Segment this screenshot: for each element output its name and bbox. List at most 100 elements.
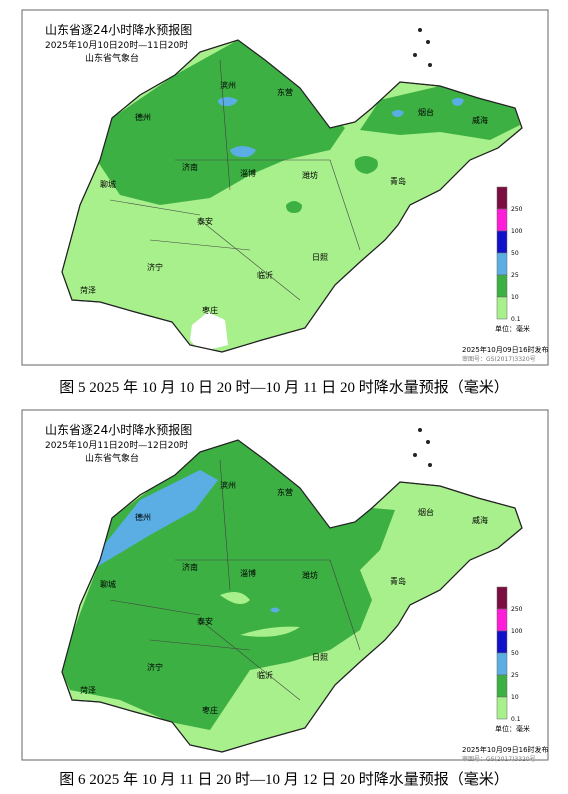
- city-label: 烟台: [418, 507, 434, 517]
- city-label: 东营: [277, 87, 293, 97]
- boundary: [109, 199, 201, 216]
- boundary: [199, 219, 301, 301]
- legend-swatch: [496, 296, 508, 320]
- boundary: [109, 599, 201, 616]
- boundary: [219, 59, 231, 191]
- rain-area: [270, 607, 280, 613]
- map: [61, 428, 523, 753]
- city-label: 枣庄: [202, 305, 218, 315]
- city-label: 德州: [135, 112, 151, 122]
- city-label: 淄博: [240, 168, 256, 178]
- city-label: 潍坊: [302, 170, 318, 180]
- rain-area: [240, 626, 300, 637]
- city-label: 日照: [312, 253, 328, 262]
- boundary: [329, 559, 361, 651]
- legend-swatch: [496, 230, 508, 254]
- boundary: [219, 459, 231, 591]
- rain-area: [190, 312, 228, 352]
- map-agency: 山东省气象台: [85, 52, 139, 64]
- caption: 图 6 2025 年 10 月 11 日 20 时—10 月 12 日 20 时…: [59, 770, 508, 788]
- city-label: 济南: [182, 162, 198, 172]
- city-label: 临沂: [257, 270, 273, 280]
- caption: 图 5 2025 年 10 月 10 日 20 时—10 月 11 日 20 时…: [59, 378, 508, 396]
- city-label: 枣庄: [202, 705, 218, 715]
- city-label: 德州: [135, 512, 151, 522]
- map-agency: 山东省气象台: [85, 452, 139, 464]
- city-label: 菏泽: [80, 685, 96, 695]
- legend-label: 25: [511, 672, 519, 679]
- legend-unit: 单位：毫米: [495, 724, 530, 733]
- city-label: 滨州: [220, 80, 236, 90]
- map-period: 2025年10月11日20时—12日20时: [45, 439, 188, 451]
- city-label: 淄博: [240, 568, 256, 578]
- legend-label: 250: [511, 206, 523, 213]
- legend-unit: 单位：毫米: [495, 324, 530, 333]
- island: [413, 53, 417, 57]
- city-label: 临沂: [257, 670, 273, 680]
- city-label: 聊城: [100, 180, 116, 189]
- boundary: [149, 639, 251, 651]
- island: [426, 40, 430, 44]
- city-label: 泰安: [197, 216, 213, 226]
- issued: 2025年10月09日16时发布: [462, 345, 549, 354]
- legend-swatch: [496, 608, 508, 632]
- legend-label: 10: [511, 294, 519, 301]
- legend-label: 250: [511, 606, 523, 613]
- rain-area: [354, 156, 378, 174]
- island: [428, 463, 432, 467]
- island: [428, 63, 432, 67]
- boundary: [199, 619, 301, 701]
- city-label: 日照: [312, 653, 328, 662]
- legend-label: 0.1: [511, 716, 521, 723]
- city-label: 东营: [277, 487, 293, 497]
- figure: 山东省逐24小时降水预报图 2025年10月11日20时—12日20时山东省气象台…: [21, 409, 549, 788]
- rain-areas: [62, 440, 395, 730]
- city-label: 济宁: [147, 662, 163, 672]
- legend-swatch: [496, 186, 508, 210]
- city-label: 泰安: [197, 616, 213, 626]
- map-title: 山东省逐24小时降水预报图: [45, 22, 192, 37]
- city-label: 威海: [472, 515, 488, 525]
- map-title: 山东省逐24小时降水预报图: [45, 422, 192, 437]
- map-period: 2025年10月10日20时—11日20时: [45, 39, 188, 51]
- city-label: 济南: [182, 562, 198, 572]
- legend-swatch: [496, 586, 508, 610]
- city-label: 威海: [472, 115, 488, 125]
- legend-label: 100: [511, 628, 523, 635]
- issued: 2025年10月09日16时发布: [462, 745, 549, 754]
- legend-label: 0.1: [511, 316, 521, 323]
- city-label: 烟台: [418, 107, 434, 117]
- city-label: 菏泽: [80, 285, 96, 295]
- rain-area: [220, 591, 250, 604]
- rain-area: [230, 146, 256, 158]
- city-label: 青岛: [390, 176, 406, 186]
- approval: 审图号：GS(2017)3320号: [462, 755, 536, 763]
- legend-label: 50: [511, 650, 519, 657]
- city-label: 聊城: [100, 580, 116, 589]
- rain-area: [360, 86, 520, 140]
- legend-label: 50: [511, 250, 519, 257]
- legend-swatch: [496, 674, 508, 698]
- approval: 审图号：GS(2017)3320号: [462, 355, 536, 363]
- city-label: 青岛: [390, 576, 406, 586]
- legend-label: 100: [511, 228, 523, 235]
- legend-swatch: [496, 208, 508, 232]
- island: [426, 440, 430, 444]
- island: [418, 428, 422, 432]
- city-label: 潍坊: [302, 570, 318, 580]
- boundary: [149, 239, 251, 251]
- rain-area: [286, 201, 302, 213]
- legend-label: 10: [511, 694, 519, 701]
- legend-label: 25: [511, 272, 519, 279]
- figure: 山东省逐24小时降水预报图 2025年10月10日20时—11日20时山东省气象台…: [21, 9, 549, 396]
- rain-area: [392, 110, 404, 117]
- island: [413, 453, 417, 457]
- island: [418, 28, 422, 32]
- legend-swatch: [496, 696, 508, 720]
- map: [61, 28, 523, 353]
- rain-area: [452, 98, 464, 106]
- boundary: [329, 159, 361, 251]
- rain-area: [62, 470, 218, 600]
- legend-swatch: [496, 252, 508, 276]
